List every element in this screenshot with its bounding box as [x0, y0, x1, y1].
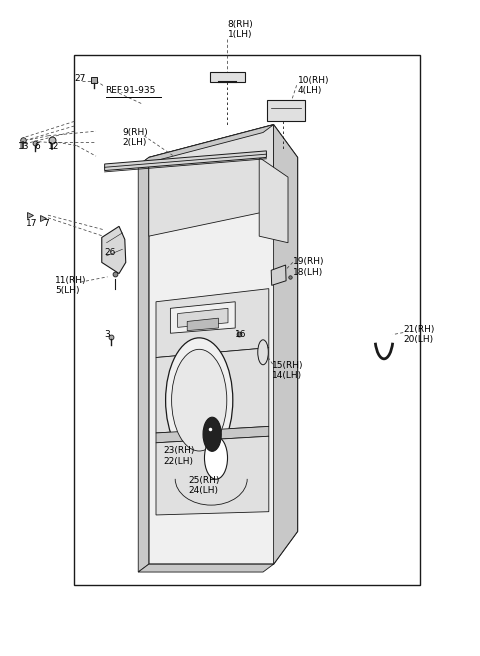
- Polygon shape: [178, 308, 228, 327]
- Text: 10(RH)
4(LH): 10(RH) 4(LH): [298, 75, 329, 95]
- Polygon shape: [138, 157, 149, 572]
- Polygon shape: [102, 226, 126, 274]
- Text: 19(RH)
18(LH): 19(RH) 18(LH): [293, 257, 324, 277]
- Polygon shape: [187, 318, 218, 331]
- Polygon shape: [170, 302, 235, 333]
- Text: 12: 12: [48, 142, 60, 152]
- Polygon shape: [259, 157, 288, 243]
- Ellipse shape: [258, 340, 268, 365]
- Polygon shape: [105, 151, 266, 171]
- Text: 9(RH)
2(LH): 9(RH) 2(LH): [122, 128, 148, 148]
- Text: 8(RH)
1(LH): 8(RH) 1(LH): [227, 20, 253, 39]
- Polygon shape: [149, 125, 274, 236]
- Text: 27: 27: [74, 74, 86, 83]
- Ellipse shape: [166, 338, 233, 462]
- Text: 13: 13: [18, 142, 30, 152]
- Text: 21(RH)
20(LH): 21(RH) 20(LH): [403, 325, 434, 344]
- Text: 17: 17: [26, 218, 38, 228]
- Ellipse shape: [204, 437, 228, 479]
- Polygon shape: [210, 72, 245, 82]
- Polygon shape: [271, 265, 286, 285]
- Bar: [74, 55, 420, 585]
- Text: 15(RH)
14(LH): 15(RH) 14(LH): [272, 361, 304, 380]
- Text: 3: 3: [105, 330, 110, 339]
- Polygon shape: [149, 125, 298, 564]
- Text: 7: 7: [43, 218, 49, 228]
- Polygon shape: [156, 348, 269, 433]
- Text: 23(RH)
22(LH): 23(RH) 22(LH): [163, 446, 194, 466]
- Ellipse shape: [203, 417, 221, 451]
- Text: 25(RH)
24(LH): 25(RH) 24(LH): [189, 476, 220, 495]
- Polygon shape: [267, 100, 305, 121]
- Polygon shape: [156, 436, 269, 515]
- Polygon shape: [156, 426, 269, 443]
- Text: 11(RH)
5(LH): 11(RH) 5(LH): [55, 276, 87, 295]
- Polygon shape: [138, 564, 274, 572]
- Text: 6: 6: [35, 142, 40, 152]
- Polygon shape: [138, 125, 274, 165]
- Text: 16: 16: [235, 330, 247, 339]
- Polygon shape: [156, 289, 269, 358]
- Ellipse shape: [172, 349, 227, 451]
- Text: REF.91-935: REF.91-935: [106, 86, 156, 95]
- Polygon shape: [274, 125, 298, 564]
- Text: 26: 26: [105, 248, 116, 257]
